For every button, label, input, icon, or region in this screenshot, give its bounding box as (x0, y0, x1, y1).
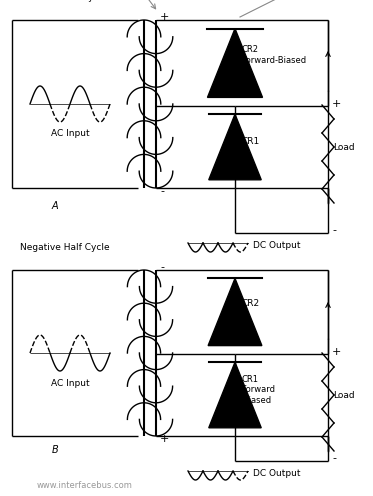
Text: A: A (52, 201, 58, 211)
Polygon shape (207, 29, 263, 97)
Text: DC Output: DC Output (253, 469, 301, 478)
Text: -: - (160, 262, 164, 272)
Text: CR1
Forward
-Biased: CR1 Forward -Biased (241, 375, 275, 405)
Text: +: + (160, 434, 169, 444)
Text: Load: Load (333, 142, 355, 151)
Polygon shape (209, 362, 261, 428)
Polygon shape (208, 278, 262, 346)
Text: +: + (332, 99, 341, 109)
Text: CR2: CR2 (241, 300, 259, 309)
Text: Negative Half Cycle: Negative Half Cycle (20, 243, 110, 252)
Text: CR1: CR1 (241, 137, 259, 146)
Text: DC Output: DC Output (253, 241, 301, 249)
Text: AC Input: AC Input (51, 129, 89, 138)
Text: www.interfacebus.com: www.interfacebus.com (37, 481, 133, 490)
Polygon shape (209, 114, 261, 180)
Text: CR2
Forward-Biased: CR2 Forward-Biased (241, 45, 306, 64)
Text: Positive Half Cycle: Positive Half Cycle (23, 0, 107, 2)
Text: Load: Load (333, 390, 355, 399)
Text: AC Input: AC Input (51, 378, 89, 387)
Text: -: - (160, 186, 164, 196)
Text: -: - (332, 453, 336, 463)
Text: B: B (51, 445, 59, 455)
Text: +: + (332, 347, 341, 357)
Text: +: + (160, 12, 169, 22)
Text: -: - (332, 225, 336, 235)
